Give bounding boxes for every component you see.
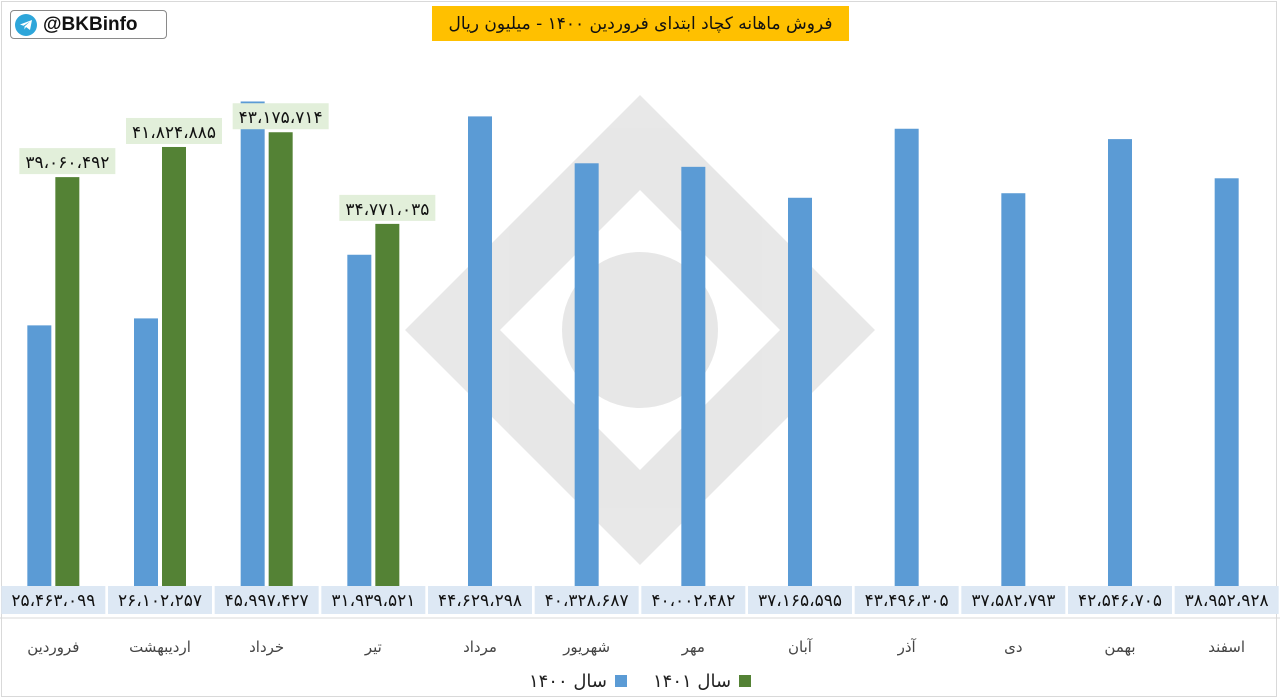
legend-item-1400: سال ۱۴۰۰	[529, 671, 627, 692]
bar-1401	[268, 132, 293, 604]
x-tick-label: شهریور	[562, 638, 610, 656]
legend-swatch-1400	[615, 675, 627, 687]
bars-layer: ۳۹،۰۶۰،۴۹۲ ۴۱،۸۲۴،۸۸۵ ۴۳،۱۷۵،۷۱۴ ۳۴،۷۷۱،۰۳۵	[19, 101, 1239, 604]
data-label-bg-1401	[339, 194, 436, 221]
data-label-bg-1400	[1174, 586, 1279, 614]
data-label-1400: ۳۱،۹۳۹،۵۲۱	[331, 591, 415, 611]
data-label-1400: ۳۷،۵۸۲،۷۹۳	[971, 591, 1055, 611]
data-label-1400: ۴۰،۰۰۲،۴۸۲	[651, 591, 735, 611]
data-label-bg-1400	[534, 586, 639, 614]
legend-label-1401: سال ۱۴۰۱	[653, 670, 732, 692]
data-label-1400: ۴۰،۳۲۸،۶۸۷	[545, 591, 629, 611]
x-tick-label: آذر	[897, 638, 917, 656]
bar-1401	[55, 177, 80, 604]
bar-1400	[27, 325, 52, 603]
data-label-bg-1400	[108, 586, 212, 614]
data-label-bg-1400	[854, 586, 959, 614]
data-label-bg-1400	[961, 586, 1066, 614]
bar-1400	[574, 163, 599, 603]
axis-layer: ۲۵،۴۶۳،۰۹۹ فروردین ۲۶،۱۰۲،۲۵۷ اردیبهشت ۴۵،۹۹…	[0, 586, 1280, 656]
data-label-1400: ۴۴،۶۲۹،۲۹۸	[438, 591, 522, 611]
x-tick-label: فروردین	[27, 638, 79, 656]
chart-title: فروش ماهانه کچاد ابتدای فروردین ۱۴۰۰ - م…	[432, 6, 849, 41]
bar-1401	[375, 223, 400, 604]
x-tick-label: مهر	[681, 638, 705, 656]
data-label-1401: ۴۱،۸۲۴،۸۸۵	[132, 123, 216, 143]
data-label-1400: ۴۳،۴۹۶،۳۰۵	[865, 591, 949, 611]
logo-watermark	[405, 95, 875, 565]
telegram-handle: @BKBinfo	[43, 13, 138, 35]
bar-1400	[788, 197, 812, 603]
x-tick-label: مرداد	[463, 638, 497, 656]
data-label-1400: ۴۲،۵۴۶،۷۰۵	[1078, 591, 1162, 611]
data-label-bg-1400	[214, 586, 319, 614]
legend-item-1401: سال ۱۴۰۱	[653, 670, 752, 692]
telegram-badge[interactable]: @BKBinfo	[10, 10, 167, 39]
data-label-1400: ۳۷،۱۶۵،۵۹۵	[758, 591, 842, 611]
data-label-bg-1400	[641, 586, 746, 614]
x-tick-label: آبان	[788, 638, 813, 656]
data-label-1400: ۴۵،۹۹۷،۴۲۷	[225, 591, 309, 611]
x-tick-label: خرداد	[249, 638, 284, 656]
bar-1400	[681, 166, 706, 603]
data-label-bg-1400	[1, 586, 106, 614]
data-label-1400: ۲۵،۴۶۳،۰۹۹	[11, 591, 95, 611]
data-label-bg-1400	[321, 586, 426, 614]
x-tick-label: دی	[1004, 638, 1022, 656]
bar-1400	[1108, 139, 1132, 603]
data-label-bg-1401	[19, 148, 116, 175]
bar-1400	[134, 318, 158, 603]
data-label-bg-1401	[126, 117, 222, 144]
x-tick-label: بهمن	[1104, 638, 1135, 656]
x-tick-label: تیر	[364, 638, 382, 656]
data-label-1401: ۳۹،۰۶۰،۴۹۲	[25, 153, 109, 173]
bar-1400	[468, 116, 492, 604]
data-label-bg-1400	[1068, 586, 1172, 614]
legend: سال ۱۴۰۰ سال ۱۴۰۱	[0, 668, 1280, 694]
legend-label-1400: سال ۱۴۰۰	[528, 670, 607, 692]
data-label-bg-1400	[748, 586, 852, 614]
bar-1400	[894, 128, 919, 603]
data-label-1400: ۲۶،۱۰۲،۲۵۷	[118, 591, 202, 611]
data-label-1400: ۳۸،۹۵۲،۹۲۸	[1185, 591, 1269, 611]
bar-1400	[347, 254, 372, 603]
bar-1400	[240, 101, 265, 603]
bar-1401	[162, 146, 186, 604]
x-tick-label: اردیبهشت	[129, 638, 191, 656]
bar-1400	[1001, 193, 1026, 603]
telegram-icon	[15, 13, 37, 36]
data-label-bg-1401	[232, 103, 329, 130]
data-label-bg-1400	[428, 586, 532, 614]
data-label-1401: ۳۴،۷۷۱،۰۳۵	[345, 200, 429, 220]
data-label-1401: ۴۳،۱۷۵،۷۱۴	[239, 108, 323, 128]
x-tick-label: اسفند	[1208, 638, 1245, 656]
legend-swatch-1401	[739, 675, 752, 687]
bar-1400	[1214, 178, 1239, 604]
